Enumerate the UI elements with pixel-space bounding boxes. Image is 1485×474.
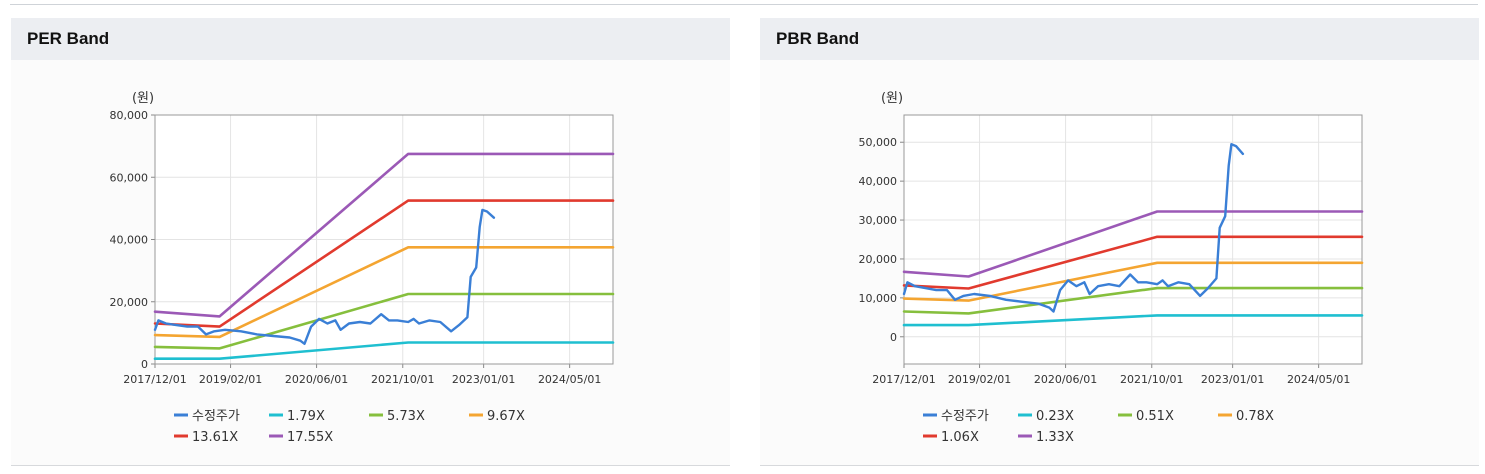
x-tick-label: 2023/01/01 [452, 373, 515, 386]
pbr-band-chart: 0 10,000 20,000 30,000 40,000 50,000 2017/12/0… [859, 91, 1364, 445]
per-band-title: PER Band [27, 29, 110, 48]
y-tick-label: 20,000 [110, 296, 149, 309]
series-line-0.51X [902, 286, 1364, 315]
top-divider [10, 0, 1478, 5]
y-tick-label: 50,000 [859, 136, 898, 149]
legend-label: 13.61X [192, 430, 238, 445]
series-line-수정주가 [153, 208, 496, 345]
legend-label: 17.55X [287, 430, 333, 445]
plot-background [904, 115, 1362, 364]
series-line-0.23X [902, 314, 1364, 327]
legend-label: 0.23X [1036, 409, 1074, 424]
series-line-1.79X [153, 341, 615, 360]
x-tick-label: 2021/10/01 [1120, 373, 1183, 386]
pbr-band-panel: PBR Band 0 10,000 20,000 30,000 40,000 50,000… [760, 18, 1479, 466]
legend-label: 1.06X [941, 430, 979, 445]
y-unit-label: (원) [132, 91, 154, 106]
series-line-1.33X [902, 210, 1364, 278]
pbr-band-chart-area: 0 10,000 20,000 30,000 40,000 50,000 2017/12/0… [760, 60, 1479, 465]
y-tick-label: 30,000 [859, 214, 898, 227]
x-tick-label: 2024/05/01 [538, 373, 601, 386]
series-line-5.73X [153, 292, 615, 350]
y-tick-label: 0 [141, 358, 148, 371]
y-unit-label: (원) [881, 91, 903, 106]
y-tick-label: 20,000 [859, 253, 898, 266]
series-line-17.55X [153, 152, 615, 318]
x-tick-label: 2023/01/01 [1201, 373, 1264, 386]
x-tick-label: 2019/02/01 [199, 373, 262, 386]
legend-label: 수정주가 [192, 409, 240, 424]
x-tick-label: 2017/12/01 [872, 373, 935, 386]
legend-label: 0.78X [1236, 409, 1274, 424]
plot-border [154, 114, 614, 365]
per-band-panel: PER Band 0 20,000 40,000 60,000 80,000 2017/1… [11, 18, 730, 466]
per-band-header: PER Band [11, 18, 730, 60]
plot-border [903, 114, 1363, 365]
per-band-chart-area: 0 20,000 40,000 60,000 80,000 2017/12/01 2019/… [11, 60, 730, 465]
series-line-1.06X [902, 235, 1364, 290]
y-tick-label: 0 [890, 331, 897, 344]
series-line-13.61X [153, 199, 615, 328]
x-tick-label: 2020/06/01 [285, 373, 348, 386]
series-line-0.78X [902, 261, 1364, 302]
series-line-수정주가 [902, 143, 1245, 313]
y-tick-label: 60,000 [110, 171, 149, 184]
y-tick-label: 40,000 [110, 234, 149, 247]
x-tick-label: 2020/06/01 [1034, 373, 1097, 386]
legend-label: 0.51X [1136, 409, 1174, 424]
y-tick-label: 80,000 [110, 109, 149, 122]
y-tick-label: 10,000 [859, 292, 898, 305]
x-tick-label: 2024/05/01 [1287, 373, 1350, 386]
legend-label: 1.79X [287, 409, 325, 424]
pbr-band-title: PBR Band [776, 29, 860, 48]
x-tick-label: 2019/02/01 [948, 373, 1011, 386]
legend-label: 9.67X [487, 409, 525, 424]
per-band-chart: 0 20,000 40,000 60,000 80,000 2017/12/01 2019/… [110, 91, 615, 445]
y-tick-label: 40,000 [859, 175, 898, 188]
x-tick-label: 2017/12/01 [123, 373, 186, 386]
legend-label: 수정주가 [941, 409, 989, 424]
legend-label: 1.33X [1036, 430, 1074, 445]
legend-label: 5.73X [387, 409, 425, 424]
x-tick-label: 2021/10/01 [371, 373, 434, 386]
series-line-9.67X [153, 246, 615, 339]
pbr-band-header: PBR Band [760, 18, 1479, 60]
